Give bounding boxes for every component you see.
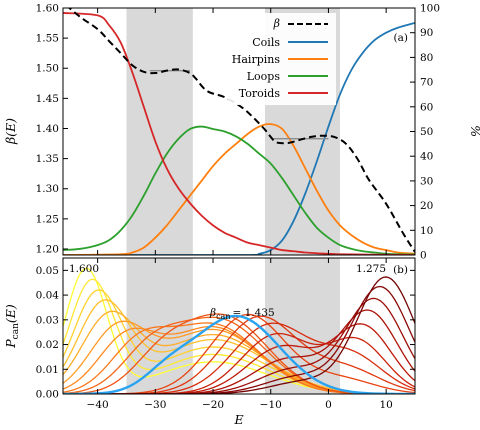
panel-a-y2-ticks: 0 10 20 30 40 50 60 70 80 90 100 [410, 3, 440, 262]
panel-a-y-tick-label: 1.30 [36, 183, 59, 195]
panel-b-y-axis-label-argument: (E) [3, 304, 18, 323]
series-coils-line [63, 21, 415, 255]
panel-a-y-tick-label: 1.40 [36, 123, 59, 135]
pcan-curve-beta-1.435 [63, 314, 415, 394]
series-beta-line [67, 8, 415, 253]
pcan-curve-beta-1.600 [63, 267, 415, 394]
panel-a-y-tick-label: 1.60 [36, 3, 59, 15]
panel-a-y-tick-label: 1.50 [36, 63, 59, 75]
panel-a-shaded-band-1 [126, 8, 193, 255]
panel-b-y-tick-label: 0.03 [36, 314, 59, 326]
panel-a-y2-axis-label: % [468, 125, 480, 137]
panel-a-y-tick-label: 1.55 [36, 33, 59, 45]
pcan-curve-beta-1.295 [63, 285, 415, 394]
series-loops-line [63, 125, 415, 255]
panel-b-y-tick-label: 0.02 [36, 339, 59, 351]
panel-a-y2-tick-label: 20 [420, 200, 433, 212]
panel-b-y-axis-label-text: Pcan(E) [3, 304, 21, 349]
panel-a-y2-tick-label: 60 [420, 101, 433, 113]
pcan-curve-beta-1.275 [63, 276, 415, 394]
panel-a-y-tick-label: 1.20 [36, 243, 59, 255]
x-axis-label: E [233, 412, 243, 427]
panel-a-y2-tick-label: 100 [420, 3, 440, 15]
x-tick-label: −40 [87, 399, 109, 411]
legend-entry-toroids: Toroids [239, 87, 281, 100]
panel-b-y-axis-label: Pcan(E) [3, 304, 21, 349]
panel-a-y2-tick-label: 0 [420, 250, 427, 262]
legend-entry-loops: Loops [247, 70, 281, 83]
pcan-curve-beta-1.535 [63, 320, 415, 394]
panel-b-y-axis-label-subscript: can [11, 323, 21, 339]
x-tick-label: −20 [202, 399, 224, 411]
legend: β Coils Hairpins Loops Toroids [228, 13, 336, 105]
panel-b-frame [62, 257, 416, 395]
annotation-beta-can-symbol: β [209, 307, 216, 319]
annotation-beta-can-value: = 1.435 [232, 307, 274, 319]
panel-a-y2-tick-label: 80 [420, 52, 433, 64]
panel-a-label: (a) [394, 32, 408, 44]
panel-a-y2-tick-label: 10 [420, 225, 433, 237]
panel-a-y-tick-label: 1.35 [36, 153, 59, 165]
panel-b-y-ticks: 0.00 0.01 0.02 0.03 0.04 0.05 [36, 265, 415, 401]
panel-b-y-tick-label: 0.04 [36, 290, 60, 302]
pcan-curve-beta-1.375 [63, 332, 415, 394]
annotation-beta-can: βcan = 1.435 [209, 307, 275, 321]
legend-entry-beta: β [273, 17, 280, 30]
x-tick-label: 0 [325, 399, 332, 411]
panel-a-x-ticks [97, 8, 387, 255]
panel-a-y2-tick-label: 30 [420, 175, 433, 187]
panel-a-y2-tick-label: 50 [420, 126, 433, 138]
panel-a-y2-tick-label: 40 [420, 151, 433, 163]
pcan-curve-beta-1.355 [63, 323, 415, 394]
panel-b-series [63, 267, 415, 394]
panel-b-y-tick-label: 0.00 [36, 389, 59, 401]
pcan-curve-beta-1.315 [63, 297, 415, 394]
panel-b-y-tick-label: 0.05 [36, 265, 59, 277]
panel-a-y-tick-label: 1.45 [36, 93, 59, 105]
panel-b-label: (b) [393, 264, 408, 276]
panel-b-y-tick-label: 0.01 [36, 364, 59, 376]
panel-b-x-ticks: −40 −30 −20 −10 0 10 [87, 258, 393, 411]
panel-a: 1.20 1.25 1.30 1.35 1.40 1.45 1.50 1.55 1.60 0 10… [3, 3, 480, 262]
panel-a-y-tick-label: 1.25 [36, 213, 59, 225]
panel-a-y2-tick-label: 90 [420, 27, 433, 39]
annotation-beta-low: 1.275 [356, 263, 386, 275]
x-tick-label: 10 [379, 399, 392, 411]
series-hairpins-line [63, 123, 415, 255]
legend-entry-hairpins: Hairpins [232, 53, 281, 66]
annotation-beta-can-subscript: can [216, 312, 230, 321]
panel-a-y-ticks: 1.20 1.25 1.30 1.35 1.40 1.45 1.50 1.55 1.60 [36, 3, 68, 255]
panel-a-y2-tick-label: 70 [420, 77, 433, 89]
annotation-beta-high: 1.600 [69, 263, 99, 275]
x-tick-label: −30 [144, 399, 166, 411]
x-tick-label: −10 [260, 399, 282, 411]
panel-b: 0.00 0.01 0.02 0.03 0.04 0.05 −40 −30 −20 −10 0 10… [3, 257, 416, 427]
panel-a-series [63, 12, 415, 255]
legend-entry-coils: Coils [252, 36, 280, 49]
panel-a-y-axis-label: β(E) [3, 118, 18, 145]
series-toroids-line [63, 12, 415, 255]
panel-b-y-axis-label-base: P [3, 339, 18, 349]
panel-a-beta-curve [67, 8, 415, 253]
